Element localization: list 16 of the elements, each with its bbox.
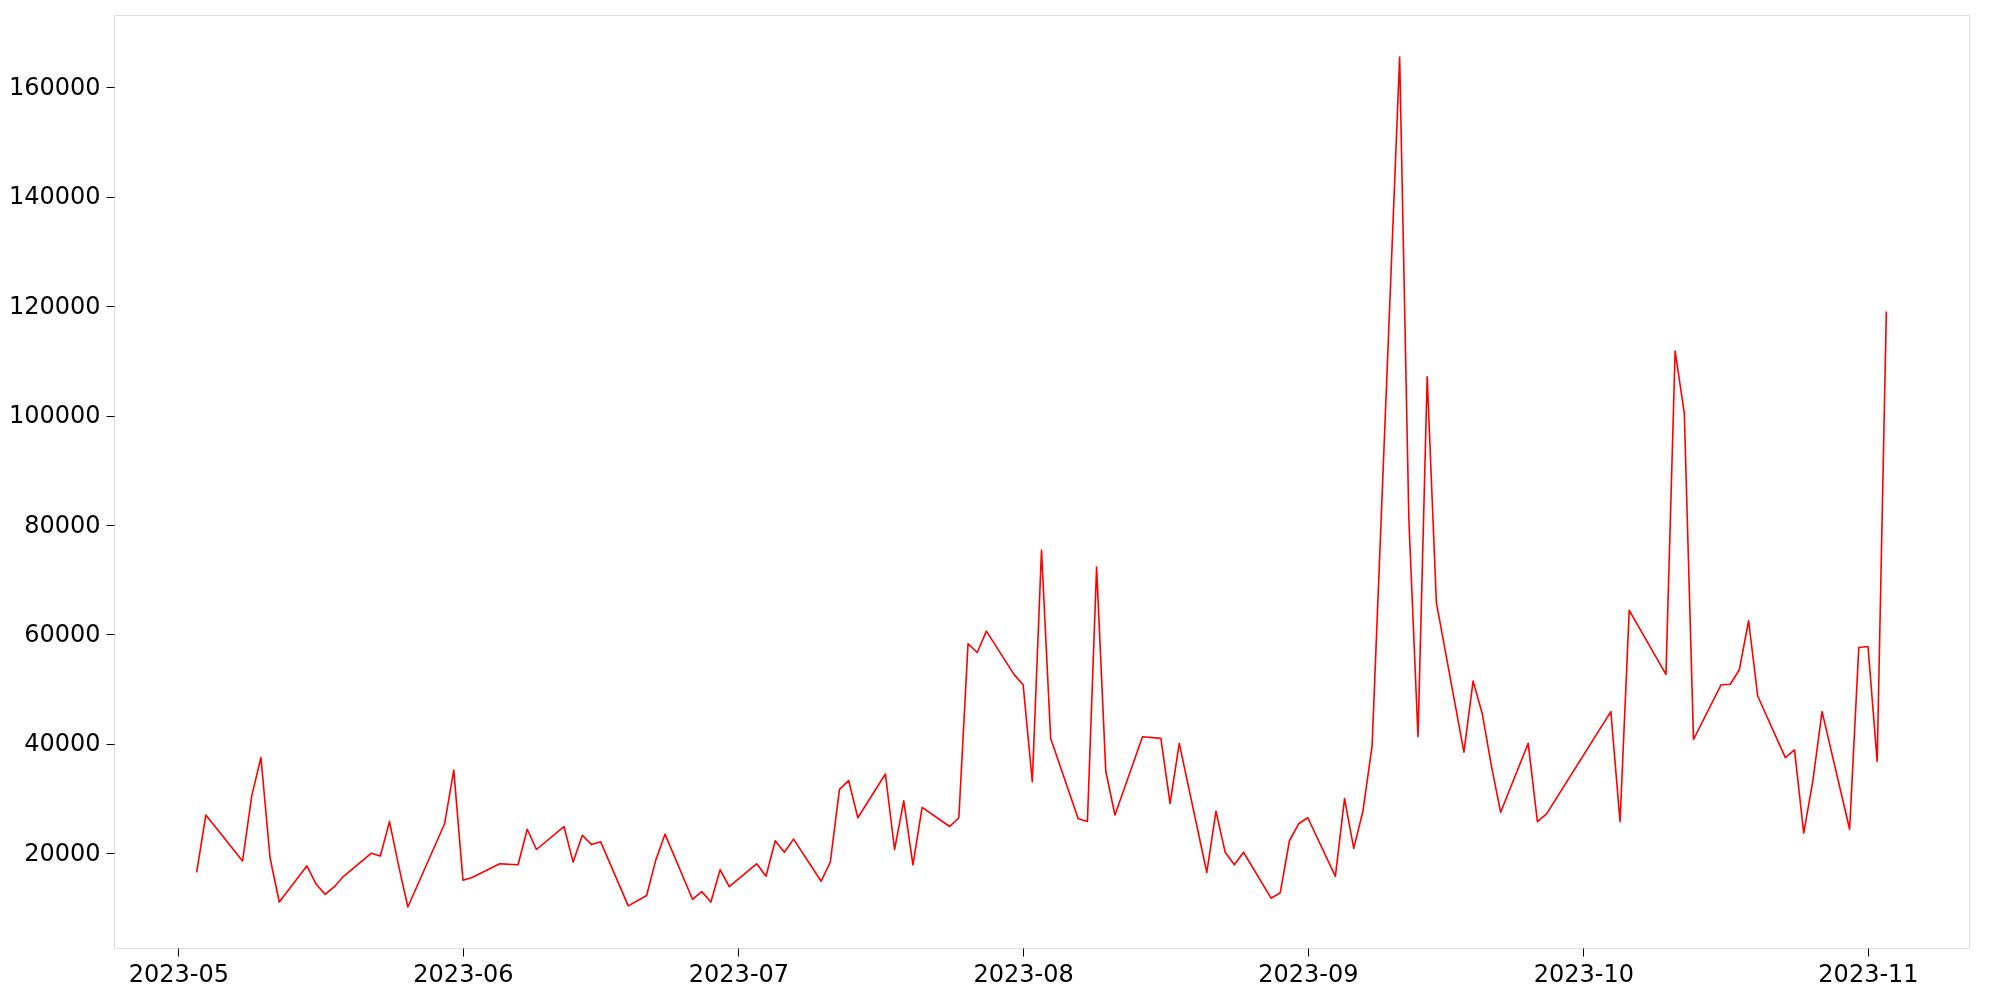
- line-series: [195, 56, 1888, 908]
- y-tick-label: 20000: [24, 838, 101, 867]
- x-tick-label: 2023-06: [413, 959, 514, 988]
- y-tick-label: 40000: [24, 729, 101, 758]
- x-tick-label: 2023-05: [128, 959, 229, 988]
- y-tick-label: 60000: [24, 619, 101, 648]
- y-tick-label: 100000: [8, 401, 101, 430]
- x-tick-label: 2023-11: [1818, 959, 1919, 988]
- y-tick-label: 80000: [24, 510, 101, 539]
- y-tick-label: 120000: [8, 291, 101, 320]
- x-tick-label: 2023-07: [688, 959, 790, 988]
- y-tick-label: 140000: [8, 182, 101, 211]
- x-tick-label: 2023-09: [1258, 959, 1359, 988]
- y-tick-label: 160000: [8, 72, 101, 101]
- x-tick-label: 2023-10: [1533, 959, 1634, 988]
- x-tick-label: 2023-08: [973, 959, 1074, 988]
